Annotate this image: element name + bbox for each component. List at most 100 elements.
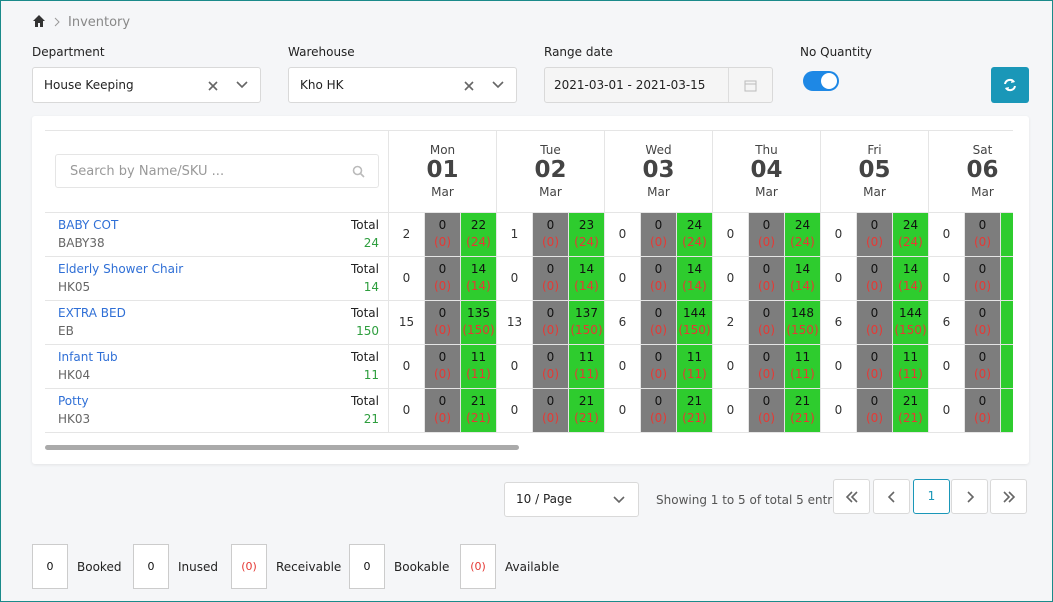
- dropdown-icon: [613, 496, 625, 504]
- receivable-value: (0): [542, 279, 559, 293]
- inused-value: 0: [654, 218, 663, 232]
- item-name[interactable]: BABY COT: [58, 218, 119, 232]
- calendar-addon[interactable]: [728, 68, 772, 102]
- item-row: Potty HK03 Total 21: [45, 389, 388, 433]
- booked-cell: 6: [929, 301, 965, 345]
- booked-cell: 0: [605, 257, 641, 301]
- booked-value: 0: [402, 403, 411, 417]
- month: Mar: [971, 185, 994, 199]
- legend-label: Available: [505, 560, 560, 574]
- clear-icon[interactable]: [208, 81, 218, 91]
- dropdown-icon[interactable]: [492, 81, 504, 89]
- total-label: Total: [350, 262, 379, 276]
- booked-value: 0: [510, 403, 519, 417]
- day-header: Wed 03 Mar: [605, 131, 713, 212]
- receivable-value: (0): [758, 411, 775, 425]
- bookable-value: 11: [686, 350, 703, 364]
- booked-cell: 1: [497, 213, 533, 257]
- bookable-value: 11: [578, 350, 595, 364]
- page-size: 10 / Page: [516, 492, 572, 506]
- inused-cell: 0 (0): [749, 389, 785, 433]
- weekday: Mon: [429, 143, 456, 157]
- day-number: 05: [858, 157, 891, 183]
- bookable-value: 14: [470, 262, 487, 276]
- available-value: (14): [574, 279, 599, 293]
- item-name[interactable]: Potty: [58, 394, 89, 408]
- item-total: 150: [356, 324, 379, 338]
- bookable-value: 24: [794, 218, 811, 232]
- month: Mar: [863, 185, 886, 199]
- legend-label: Booked: [77, 560, 122, 574]
- booked-value: 2: [726, 315, 735, 329]
- total-label: Total: [350, 394, 379, 408]
- page-size-select[interactable]: 10 / Page: [504, 482, 639, 517]
- scrollbar[interactable]: [45, 445, 519, 450]
- booked-cell: 0: [389, 257, 425, 301]
- home-icon[interactable]: [32, 14, 46, 28]
- bookable-value: 148: [791, 306, 814, 320]
- booked-cell: 0: [929, 345, 965, 389]
- prev-page-button[interactable]: [873, 479, 910, 514]
- inused-cell: 0 (0): [965, 301, 1001, 345]
- available-value: (21): [574, 411, 599, 425]
- search-input[interactable]: Search by Name/SKU ...: [55, 154, 379, 188]
- bookable-cell: 24 (24): [785, 213, 821, 257]
- refresh-button[interactable]: [991, 67, 1029, 103]
- page-button[interactable]: 1: [913, 479, 950, 514]
- month: Mar: [431, 185, 454, 199]
- booked-value: 0: [726, 271, 735, 285]
- inused-value: 0: [438, 262, 447, 276]
- item-sku: HK03: [58, 412, 91, 426]
- item-name[interactable]: EXTRA BED: [58, 306, 126, 320]
- warehouse-select[interactable]: Kho HK: [288, 67, 517, 103]
- dropdown-icon[interactable]: [236, 81, 248, 89]
- search-icon: [352, 165, 365, 178]
- item-total: 14: [363, 280, 379, 294]
- booked-cell: 6: [605, 301, 641, 345]
- booked-value: 6: [618, 315, 627, 329]
- legend-swatch: (0): [460, 544, 496, 589]
- booked-value: 0: [402, 271, 411, 285]
- booked-value: 0: [942, 271, 951, 285]
- clear-icon[interactable]: [464, 81, 474, 91]
- booked-value: 0: [942, 227, 951, 241]
- inused-cell: 0 (0): [965, 213, 1001, 257]
- legend-swatch: (0): [231, 544, 267, 589]
- last-page-button[interactable]: [990, 479, 1027, 514]
- booked-cell: 0: [929, 257, 965, 301]
- inused-cell: 0 (0): [857, 257, 893, 301]
- booked-value: 1: [510, 227, 519, 241]
- month: Mar: [539, 185, 562, 199]
- booked-value: 0: [942, 359, 951, 373]
- pagination-summary: Showing 1 to 5 of total 5 entries: [656, 493, 850, 507]
- item-total: 24: [363, 236, 379, 250]
- inused-cell: 0 (0): [533, 257, 569, 301]
- bookable-value: 14: [686, 262, 703, 276]
- no-quantity-toggle[interactable]: [803, 71, 839, 91]
- booked-value: 0: [834, 403, 843, 417]
- department-select[interactable]: House Keeping: [32, 67, 261, 103]
- bookable-cell: 14 (14): [785, 257, 821, 301]
- available-value: (11): [466, 367, 491, 381]
- bookable-cell: 135 (150): [461, 301, 497, 345]
- range-date-input[interactable]: 2021-03-01 - 2021-03-15: [544, 67, 773, 103]
- available-value: (150): [678, 323, 711, 337]
- first-page-button[interactable]: [833, 479, 870, 514]
- next-page-button[interactable]: [951, 479, 988, 514]
- bookable-value: 24: [686, 218, 703, 232]
- inused-cell: 0 (0): [641, 257, 677, 301]
- available-value: (24): [574, 235, 599, 249]
- weekday: Fri: [867, 143, 882, 157]
- inused-cell: 0 (0): [749, 257, 785, 301]
- inused-value: 0: [546, 394, 555, 408]
- bookable-cell: 137 (150): [569, 301, 605, 345]
- item-name[interactable]: Infant Tub: [58, 350, 118, 364]
- month: Mar: [647, 185, 670, 199]
- day-number: 03: [642, 157, 675, 183]
- weekday: Thu: [755, 143, 778, 157]
- legend-label: Inused: [178, 560, 219, 574]
- inused-value: 0: [870, 306, 879, 320]
- item-name[interactable]: Elderly Shower Chair: [58, 262, 184, 276]
- receivable-value: (0): [866, 323, 883, 337]
